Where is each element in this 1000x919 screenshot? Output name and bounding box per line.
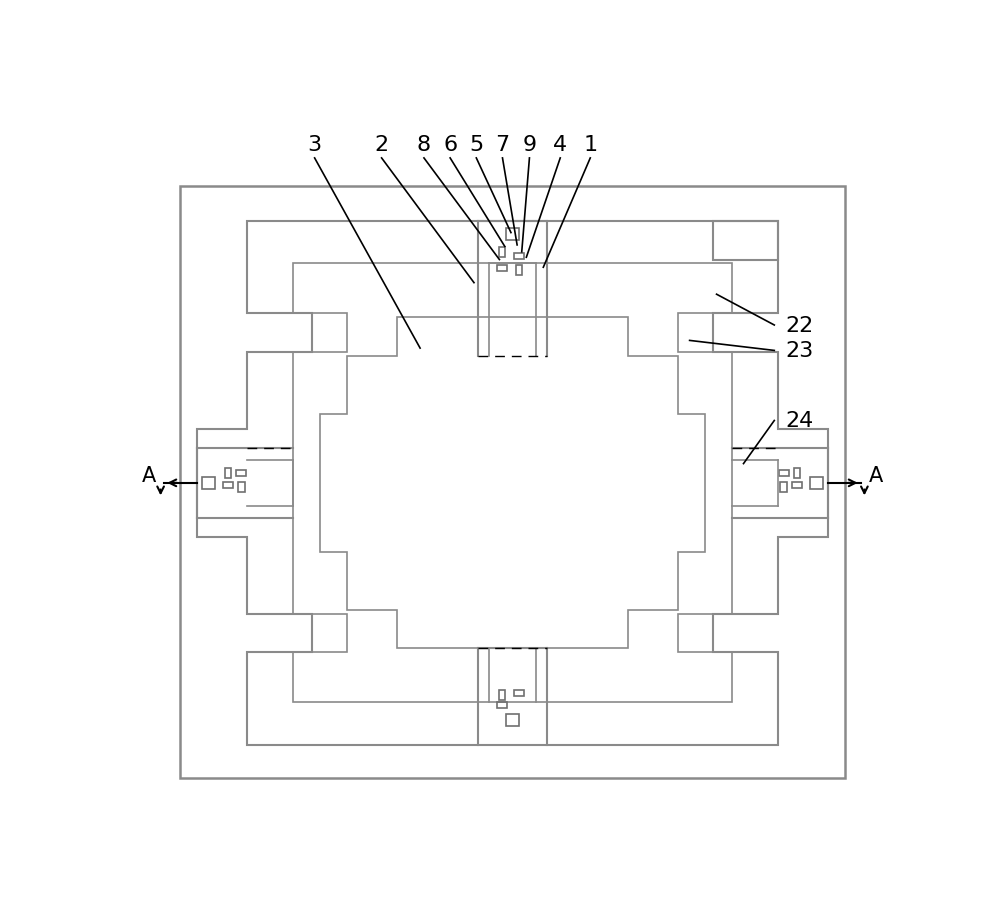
Bar [238, 482, 245, 493]
Bar [497, 702, 507, 709]
Bar [779, 471, 789, 476]
Text: 2: 2 [375, 135, 389, 155]
Text: 7: 7 [495, 135, 510, 155]
Bar [223, 482, 233, 489]
Bar [506, 229, 519, 241]
Bar [514, 254, 524, 259]
Text: A: A [142, 466, 156, 485]
Text: 24: 24 [786, 411, 814, 431]
Bar [499, 690, 505, 700]
Text: 8: 8 [417, 135, 431, 155]
Bar [516, 266, 522, 276]
Text: 23: 23 [786, 341, 814, 361]
Bar [514, 690, 524, 697]
Bar [506, 714, 519, 726]
Bar [202, 477, 215, 490]
Bar [225, 469, 231, 478]
Text: 1: 1 [583, 135, 597, 155]
Bar [780, 482, 787, 493]
Bar [497, 266, 507, 272]
Text: 3: 3 [308, 135, 322, 155]
Bar [236, 471, 246, 476]
Text: 5: 5 [469, 135, 483, 155]
Text: A: A [869, 466, 883, 485]
Text: 22: 22 [786, 315, 814, 335]
Text: 9: 9 [522, 135, 537, 155]
Bar [792, 482, 802, 489]
Bar [499, 247, 505, 257]
Bar [794, 469, 800, 478]
Bar [810, 477, 823, 490]
Text: 4: 4 [553, 135, 567, 155]
Text: 6: 6 [443, 135, 457, 155]
